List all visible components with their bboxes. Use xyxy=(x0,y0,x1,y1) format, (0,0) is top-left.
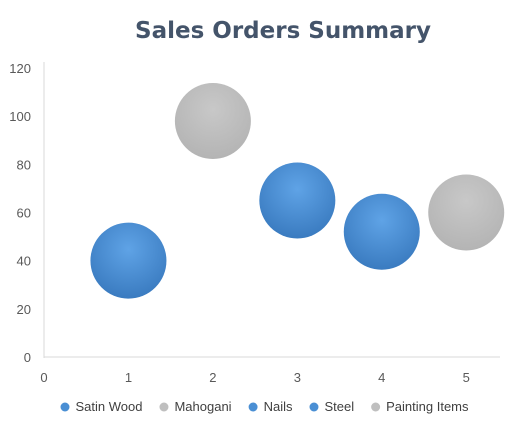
bubbles xyxy=(90,82,505,299)
bubble-nails xyxy=(259,162,336,239)
legend-label: Satin Wood xyxy=(76,399,143,414)
legend-marker xyxy=(60,402,70,412)
x-tick-label: 4 xyxy=(378,370,385,385)
x-tick-label: 3 xyxy=(294,370,301,385)
x-axis-ticks: 0 1 2 3 4 5 xyxy=(40,370,469,385)
x-tick-label: 0 xyxy=(40,370,47,385)
y-tick-label: 0 xyxy=(24,350,31,365)
bubble-mahogani xyxy=(174,82,251,159)
y-tick-label: 80 xyxy=(17,157,31,172)
x-tick-label: 2 xyxy=(209,370,216,385)
x-tick-label: 1 xyxy=(125,370,132,385)
legend-label: Steel xyxy=(324,399,354,414)
y-tick-label: 20 xyxy=(17,302,31,317)
legend-marker xyxy=(371,402,381,412)
y-tick-label: 120 xyxy=(9,61,31,76)
bubble-painting-items xyxy=(428,174,505,251)
bubble-steel xyxy=(343,193,420,270)
legend-marker xyxy=(309,402,319,412)
x-tick-label: 5 xyxy=(463,370,470,385)
y-tick-label: 60 xyxy=(17,206,31,221)
y-tick-label: 100 xyxy=(9,109,31,124)
legend-label: Mahogani xyxy=(174,399,231,414)
legend-label: Painting Items xyxy=(386,399,469,414)
legend-marker xyxy=(248,402,258,412)
legend-marker xyxy=(159,402,169,412)
legend: Satin Wood Mahogani Nails Steel Painting Ite… xyxy=(60,399,469,414)
legend-label: Nails xyxy=(264,399,293,414)
chart-title: Sales Orders Summary xyxy=(135,18,431,44)
y-axis-ticks: 0 20 40 60 80 100 120 xyxy=(9,61,31,365)
y-tick-label: 40 xyxy=(17,254,31,269)
bubble-satin-wood xyxy=(90,222,167,299)
